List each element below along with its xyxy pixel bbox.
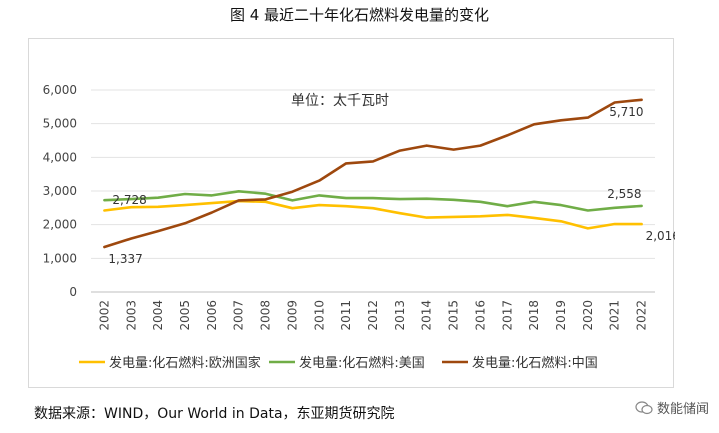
y-tick-label: 1,000 — [43, 251, 77, 265]
x-tick-label: 2017 — [500, 300, 514, 331]
x-tick-label: 2020 — [581, 300, 595, 331]
legend-item: 发电量:化石燃料:欧洲国家 — [79, 355, 261, 371]
x-tick-label: 2019 — [554, 300, 568, 331]
series-line-2 — [103, 98, 643, 249]
y-tick-label: 0 — [69, 285, 77, 299]
x-tick-label: 2004 — [151, 300, 165, 331]
data-label: 2,728 — [112, 193, 146, 207]
x-tick-label: 2009 — [285, 300, 299, 331]
data-labels: 2,728 1,337 2,558 2,016 5,710 — [108, 105, 675, 266]
watermark: 数能储闻 — [635, 398, 709, 417]
line-chart: 0 1,000 2,000 3,000 4,000 5,000 6,000 2002 2003… — [43, 83, 675, 371]
y-tick-label: 4,000 — [43, 150, 77, 164]
wechat-icon — [635, 400, 653, 415]
legend: 发电量:化石燃料:欧洲国家 发电量:化石燃料:美国 发电量:化石燃料:中国 — [79, 355, 598, 371]
series-line-0 — [103, 199, 643, 230]
source-note: 数据来源：WIND，Our World in Data，东亚期货研究院 — [34, 406, 395, 422]
x-tick-label: 2005 — [178, 300, 192, 331]
figure-title: 图 4 最近二十年化石燃料发电量的变化 — [229, 6, 490, 24]
chart-area: 0 1,000 2,000 3,000 4,000 5,000 6,000 2002 2003… — [28, 38, 675, 388]
y-tick-label: 5,000 — [43, 117, 77, 131]
y-tick-label: 2,000 — [43, 218, 77, 232]
data-label: 2,016 — [646, 229, 675, 243]
x-tick-label: 2011 — [339, 300, 353, 331]
x-tick-label: 2012 — [366, 300, 380, 331]
legend-item: 发电量:化石燃料:中国 — [442, 355, 598, 371]
x-tick-label: 2015 — [447, 300, 461, 331]
x-tick-label: 2018 — [527, 300, 541, 331]
series-lines — [103, 98, 643, 249]
legend-label: 发电量:化石燃料:美国 — [299, 355, 425, 371]
data-label: 2,558 — [607, 187, 641, 201]
unit-label: 单位：太千瓦时 — [291, 93, 389, 109]
watermark-text: 数能储闻 — [656, 402, 709, 417]
x-tick-label: 2010 — [312, 300, 326, 331]
x-tick-label: 2007 — [232, 300, 246, 331]
x-tick-label: 2006 — [205, 300, 219, 331]
x-tick-label: 2002 — [97, 300, 111, 331]
y-tick-label: 6,000 — [43, 83, 77, 97]
x-tick-label: 2013 — [393, 300, 407, 331]
x-tick-label: 2008 — [259, 300, 273, 331]
x-tick-label: 2022 — [635, 300, 649, 331]
x-axis: 2002 2003 2004 2005 2006 2007 2008 2009 2010 2011… — [97, 300, 648, 331]
y-axis: 0 1,000 2,000 3,000 4,000 5,000 6,000 — [43, 83, 77, 299]
gridlines — [91, 89, 655, 293]
series-line-1 — [103, 190, 643, 212]
x-tick-label: 2003 — [124, 300, 138, 331]
x-tick-label: 2014 — [420, 300, 434, 331]
x-tick-label: 2016 — [473, 300, 487, 331]
data-label: 5,710 — [609, 105, 643, 119]
legend-item: 发电量:化石燃料:美国 — [269, 355, 425, 371]
legend-label: 发电量:化石燃料:中国 — [472, 355, 598, 371]
x-tick-label: 2021 — [608, 300, 622, 331]
data-label: 1,337 — [108, 252, 142, 266]
legend-label: 发电量:化石燃料:欧洲国家 — [109, 355, 261, 371]
y-tick-label: 3,000 — [43, 184, 77, 198]
